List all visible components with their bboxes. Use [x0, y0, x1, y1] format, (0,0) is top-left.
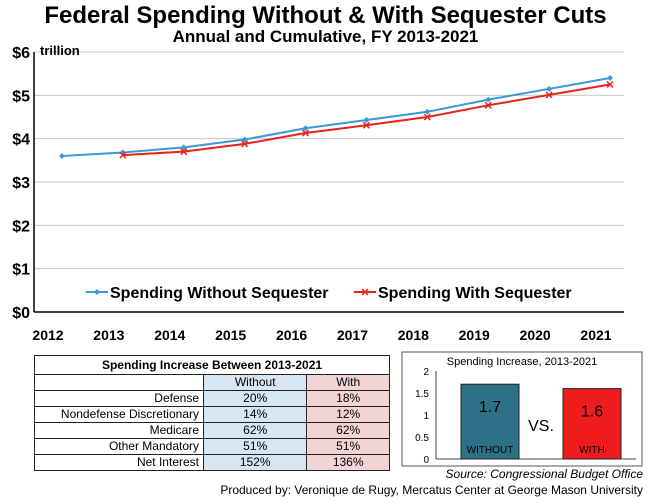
row-label: Nondefense Discretionary — [34, 406, 204, 423]
table-row: Other Mandatory 51% 51% — [34, 438, 390, 455]
row-with: 51% — [306, 438, 390, 455]
bar-chart-frame — [401, 351, 643, 467]
data-point — [59, 153, 65, 159]
x-tick-label: 2019 — [459, 327, 490, 343]
row-label: Other Mandatory — [34, 438, 204, 455]
table-row: Nondefense Discretionary 14% 12% — [34, 406, 390, 423]
data-point — [363, 117, 370, 124]
row-with: 136% — [306, 454, 390, 471]
legend-marker — [361, 288, 369, 296]
x-tick-label: 2015 — [215, 327, 246, 343]
data-point — [484, 101, 492, 109]
row-without: 14% — [202, 406, 308, 423]
x-tick-label: 2014 — [154, 327, 185, 343]
bar-with — [562, 388, 622, 460]
source-note: Source: Congressional Budget Office — [445, 467, 643, 481]
row-without: 51% — [202, 438, 308, 455]
data-point — [607, 75, 613, 81]
bar-y-tick-label: 0 — [423, 455, 429, 466]
row-without: 20% — [202, 390, 308, 407]
data-point — [423, 113, 431, 121]
table-title: Spending Increase Between 2013-2021 — [34, 355, 390, 375]
data-point — [180, 148, 188, 156]
series-line-without — [61, 77, 611, 157]
bar-value-label: 1.7 — [479, 399, 501, 416]
data-point — [241, 140, 249, 148]
data-point — [545, 91, 553, 99]
table-row: Net Interest 152% 136% — [34, 454, 390, 471]
chart-subtitle: Annual and Cumulative, FY 2013-2021 — [172, 27, 479, 46]
produced-by-note: Produced by: Veronique de Rugy, Mercatus… — [220, 483, 643, 497]
row-with: 12% — [306, 406, 390, 423]
bar-y-tick-label: 2 — [423, 367, 429, 378]
bar-y-tick-label: 1 — [423, 411, 429, 422]
legend-marker — [94, 289, 100, 295]
row-label: Net Interest — [34, 454, 204, 471]
data-point — [119, 151, 127, 159]
data-point — [302, 125, 309, 132]
data-point — [546, 85, 553, 92]
x-tick-label: 2021 — [580, 327, 611, 343]
x-tick-label: 2017 — [337, 327, 368, 343]
bar-without — [460, 383, 520, 460]
x-tick-label: 2020 — [520, 327, 551, 343]
x-tick-label: 2018 — [398, 327, 429, 343]
table-header-with: With — [306, 374, 390, 391]
bar-category-label: WITH — [579, 445, 605, 456]
y-tick-label: $4 — [12, 132, 30, 149]
bar-y-tick-label: 1.5 — [415, 389, 429, 400]
vs-label: VS. — [528, 418, 554, 435]
bar-category-label: WITHOUT — [467, 445, 514, 456]
bar-value-label: 1.6 — [581, 404, 603, 421]
spending-increase-table: Spending Increase Between 2013-2021 With… — [34, 355, 390, 471]
row-with: 18% — [306, 390, 390, 407]
y-tick-label: $1 — [12, 262, 30, 279]
line-chart: $0 $1 $2 $3 $4 $5 $6 trillion 2012 2013 2014 2015 20… — [12, 43, 624, 343]
bar-y-tick-label: 0.5 — [415, 433, 429, 444]
y-tick-label: $0 — [12, 305, 30, 322]
bar-chart-title: Spending Increase, 2013-2021 — [447, 356, 597, 368]
y-tick-label: $5 — [12, 88, 30, 105]
legend-label: Spending With Sequester — [378, 285, 572, 302]
data-point — [424, 108, 431, 115]
table-row: Medicare 62% 62% — [34, 422, 390, 439]
data-point — [302, 129, 310, 137]
data-point — [362, 121, 370, 129]
x-tick-label: 2012 — [32, 327, 63, 343]
data-point — [606, 80, 614, 89]
y-tick-label: $3 — [12, 175, 30, 192]
row-without: 152% — [202, 454, 308, 471]
row-label: Medicare — [34, 422, 204, 439]
row-with: 62% — [306, 422, 390, 439]
y-tick-label: $6 — [12, 45, 30, 62]
data-point — [485, 96, 492, 103]
chart-title: Federal Spending Without & With Sequeste… — [44, 2, 607, 29]
x-tick-label: 2013 — [93, 327, 124, 343]
y-tick-label: $2 — [12, 218, 30, 235]
x-tick-label: 2016 — [276, 327, 307, 343]
data-point — [241, 136, 248, 143]
row-without: 62% — [202, 422, 308, 439]
data-point — [180, 144, 187, 151]
row-label: Defense — [34, 390, 204, 407]
y-axis-unit: trillion — [40, 43, 80, 58]
table-header-without: Without — [202, 374, 308, 391]
table-row: Defense 20% 18% — [34, 390, 390, 407]
legend-label: Spending Without Sequester — [110, 285, 329, 302]
table-corner — [34, 374, 204, 391]
